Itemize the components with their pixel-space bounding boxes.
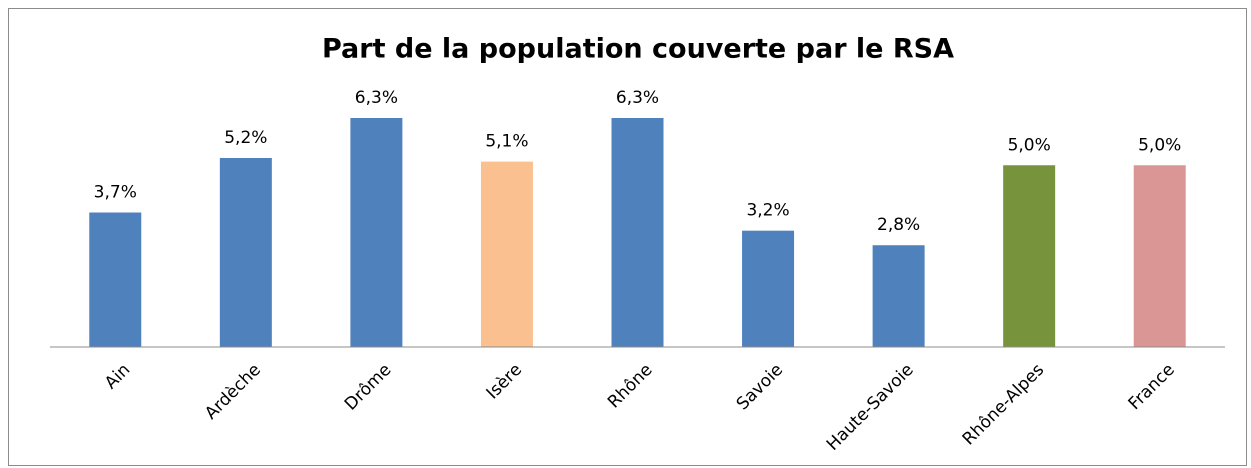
- data-label: 5,0%: [1138, 135, 1181, 155]
- chart-title: Part de la population couverte par le RS…: [322, 34, 954, 65]
- data-label: 6,3%: [616, 88, 659, 108]
- bar: [350, 118, 403, 347]
- data-label: 2,8%: [877, 215, 920, 235]
- bar: [89, 212, 142, 347]
- data-label: 5,2%: [224, 128, 267, 148]
- bar: [1133, 165, 1186, 347]
- data-label: 3,7%: [94, 183, 137, 203]
- data-label: 6,3%: [355, 88, 398, 108]
- data-label: 5,1%: [485, 132, 528, 152]
- data-label: 3,2%: [746, 201, 789, 221]
- bar: [611, 118, 664, 347]
- bar: [219, 157, 272, 347]
- bar: [1003, 165, 1056, 347]
- bar: [872, 245, 925, 347]
- bar: [480, 161, 533, 347]
- bar: [742, 230, 795, 347]
- data-label: 5,0%: [1008, 135, 1051, 155]
